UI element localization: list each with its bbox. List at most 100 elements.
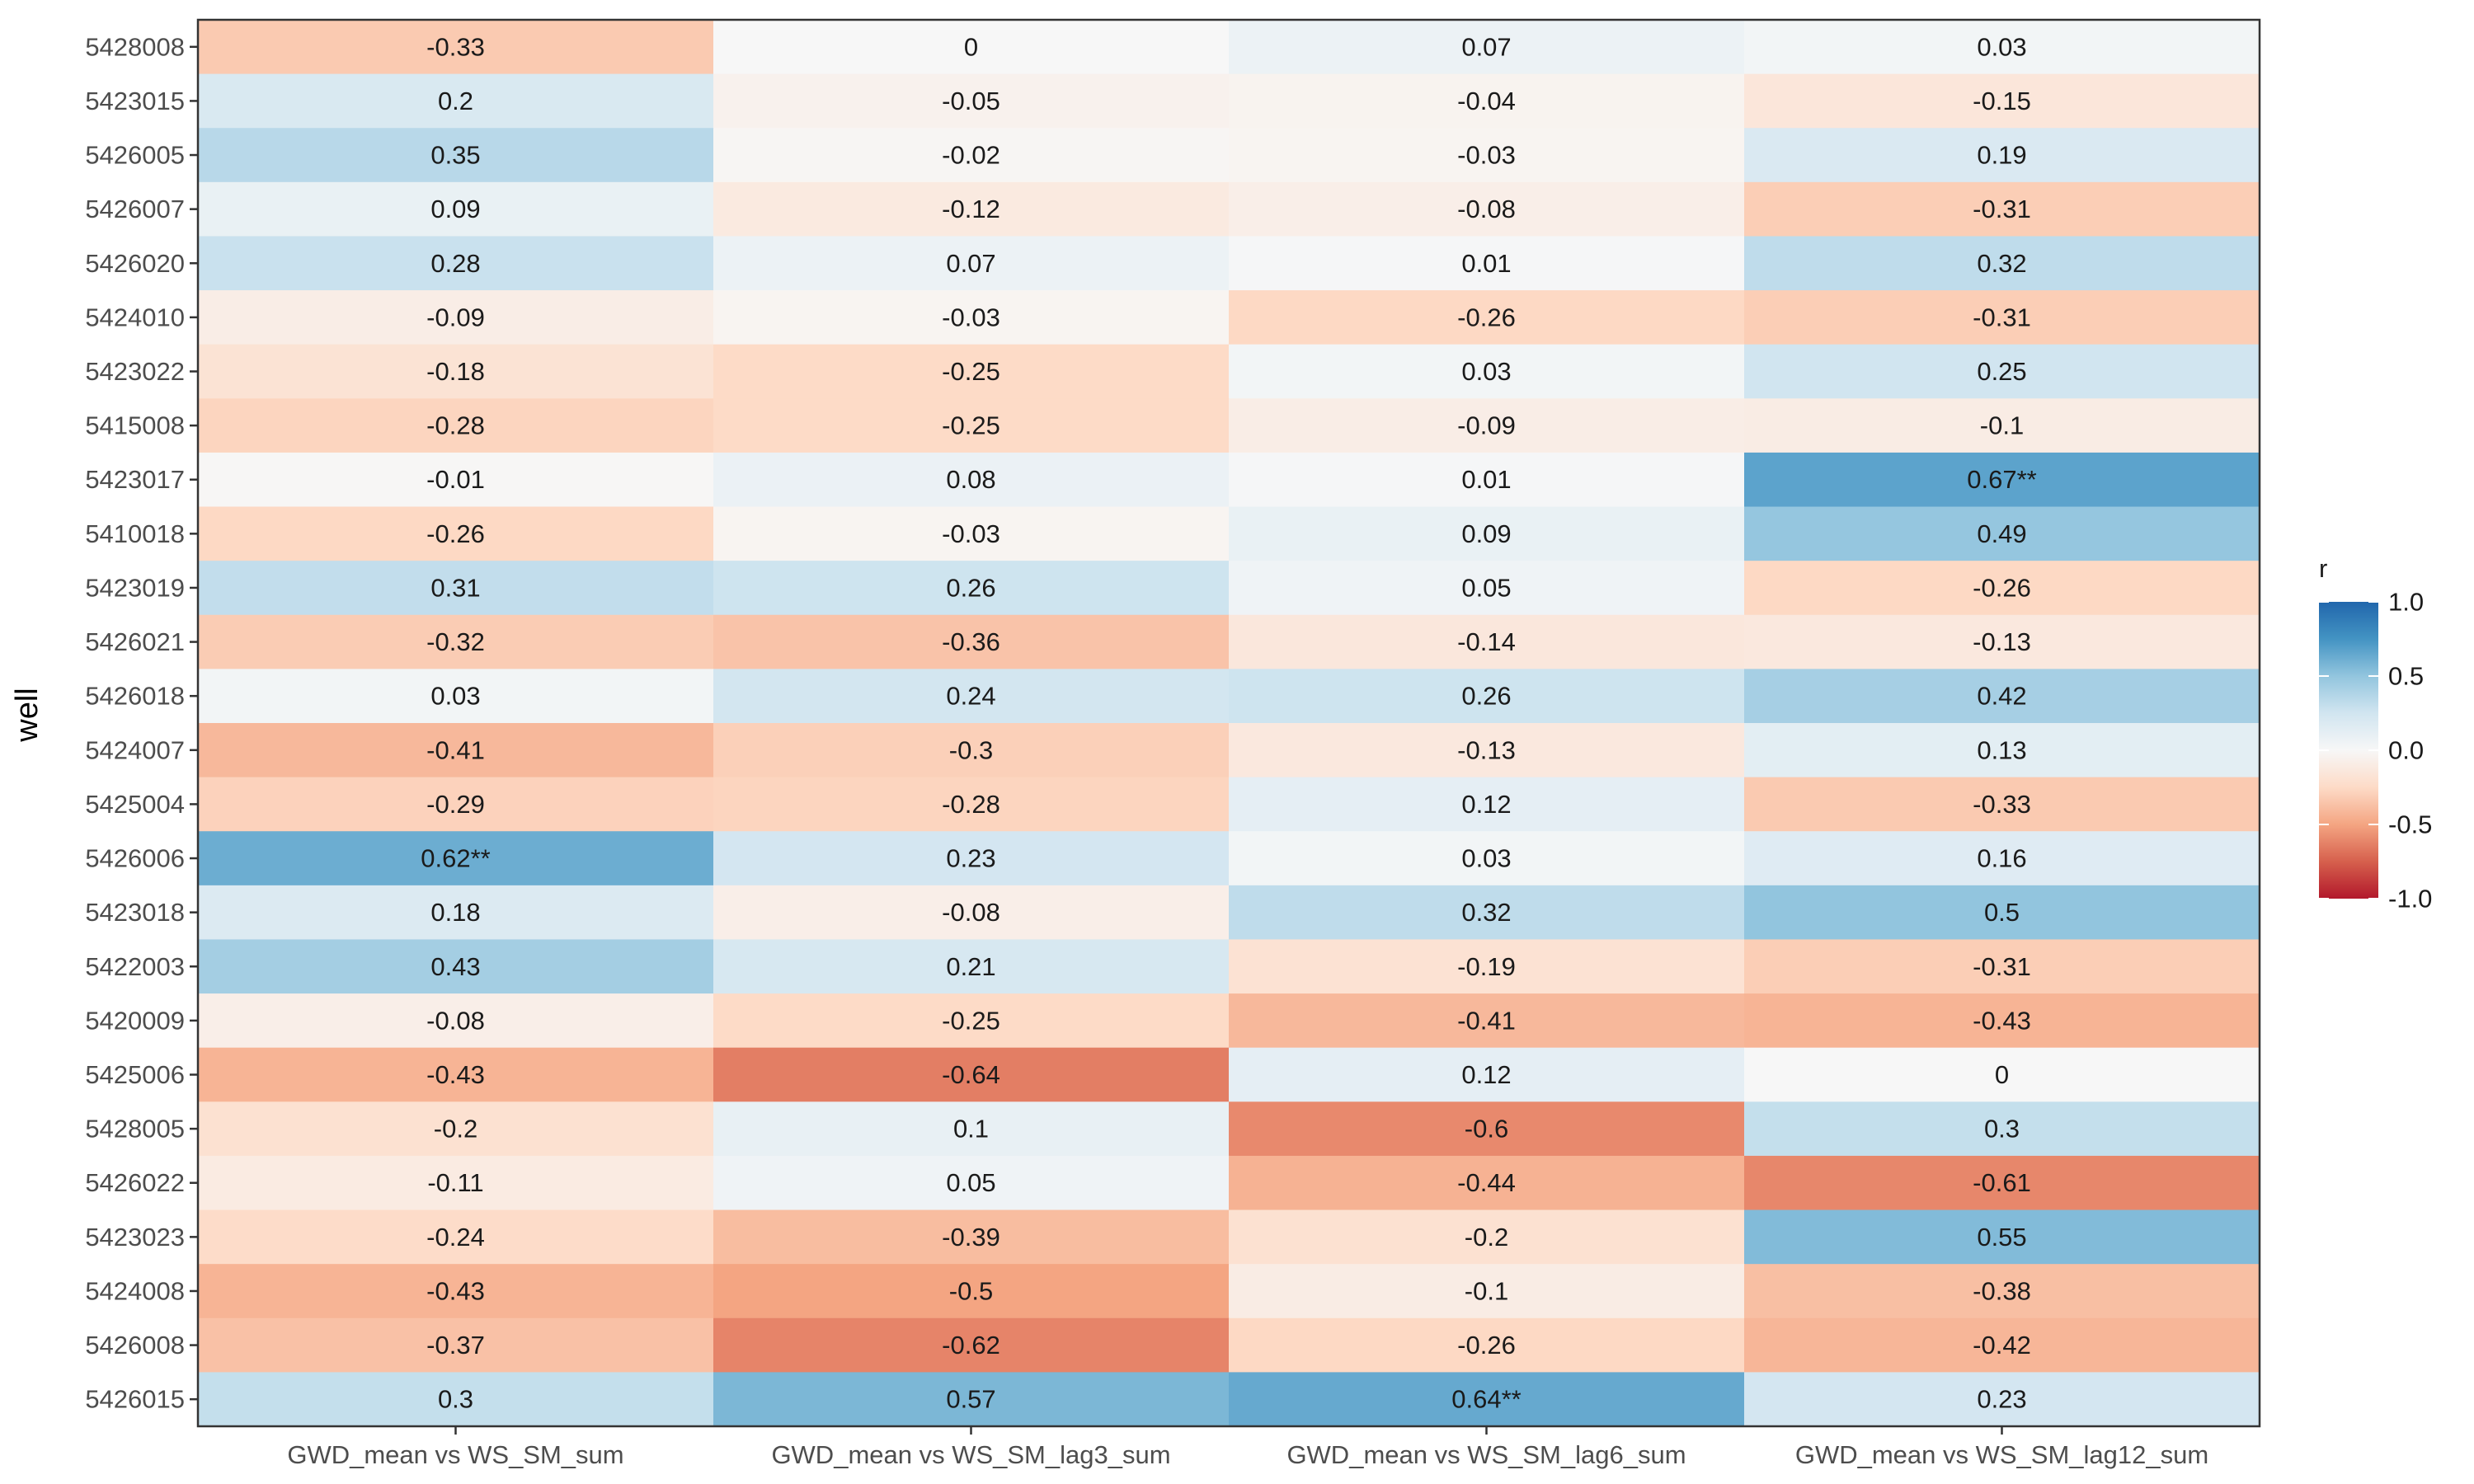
cell-value-label: 0.01 [1461,249,1511,278]
heatmap-cell [1229,344,1745,399]
y-tick-label: 5425004 [85,790,185,819]
heatmap-cell [198,1047,714,1102]
cell-value-label: 0.57 [946,1385,995,1414]
heatmap-cell [1744,73,2260,129]
heatmap-cell [198,723,714,778]
y-tick-label: 5423023 [85,1223,185,1252]
legend-ticks: 1.0 0.5 0.0 -0.5 -1.0 [2319,588,2432,913]
cell-value-label: 0.21 [946,952,995,981]
y-tick-label: 5425006 [85,1060,185,1089]
heatmap-cell [713,1047,1230,1102]
cell-value-label: -0.31 [1973,952,2031,981]
x-tick-label: GWD_mean vs WS_SM_lag3_sum [771,1440,1170,1469]
heatmap-cell [713,723,1230,778]
heatmap-cell [1744,939,2260,994]
cell-value-label: -0.12 [942,195,1000,223]
y-tick-label: 5422003 [85,952,185,981]
heatmap-cell [1744,398,2260,453]
cell-value-label: 0.03 [1461,357,1511,386]
cell-value-label: -0.11 [427,1168,483,1197]
heatmap-cell [1744,1101,2260,1157]
cell-value-label: -0.08 [1457,195,1516,223]
heatmap-cell [713,1209,1230,1265]
cell-value-label: -0.04 [1457,87,1516,115]
heatmap-cell [198,128,714,183]
heatmap-cell [198,344,714,399]
cell-value-label: -0.13 [1973,627,2031,656]
heatmap-cell [1744,20,2260,75]
heatmap-cell [198,398,714,453]
y-tick-label: 5428008 [85,32,185,61]
cell-value-label: 0.55 [1977,1223,2026,1252]
heatmap-cell [1229,1155,1745,1211]
heatmap-cell [1744,669,2260,724]
cell-value-label: -0.28 [426,411,485,440]
cell-value-label: -0.41 [1457,1006,1516,1035]
cell-value-label: -0.31 [1973,195,2031,223]
cell-value-label: -0.42 [1973,1331,2031,1360]
heatmap-cell [1744,1047,2260,1102]
heatmap-cell [1744,290,2260,345]
heatmap-cell [1229,1209,1745,1265]
cell-value-label: 0.1 [953,1115,989,1144]
cell-value-label: 0.05 [1461,573,1511,602]
heatmap-cell [198,939,714,994]
cell-value-label: 0.25 [1977,357,2026,386]
cell-value-label: -0.33 [426,32,485,61]
cell-value-label: 0.09 [1461,519,1511,548]
heatmap-cell [198,1209,714,1265]
y-tick-label: 5423018 [85,898,185,927]
cell-value-label: -0.25 [942,357,1000,386]
heatmap-cell [1744,1372,2260,1427]
cell-value-label: 0.64** [1451,1385,1521,1414]
heatmap-cell [198,290,714,345]
heatmap-cell [1229,1101,1745,1157]
cell-value-label: -0.26 [1457,303,1516,331]
heatmap-cell [713,1155,1230,1211]
cell-value-label: -0.25 [942,411,1000,440]
cell-value-label: 0.12 [1461,1060,1511,1089]
cell-value-label: 0.03 [1977,32,2026,61]
cell-value-label: -0.19 [1457,952,1516,981]
cell-value-label: -0.1 [1980,411,2024,440]
heatmap-cell [1744,831,2260,886]
cell-value-label: -0.26 [1973,573,2031,602]
legend-tick-label: 0.5 [2388,662,2424,691]
legend-tick-label: 0.0 [2388,736,2424,765]
cell-value-label: -0.6 [1465,1115,1508,1144]
cell-value-label: -0.26 [1457,1331,1516,1360]
cell-value-label: -0.33 [1973,790,2031,819]
cell-value-label: 0.08 [946,465,995,494]
heatmap-cell [1229,939,1745,994]
legend-tick-label: -1.0 [2388,885,2432,913]
heatmap-cell [713,398,1230,453]
cell-value-label: 0.43 [430,952,480,981]
cell-value-label: -0.09 [426,303,485,331]
legend-tick-label: 1.0 [2388,588,2424,617]
y-tick-label: 5428005 [85,1115,185,1144]
heatmap-cell [1744,1264,2260,1319]
cell-value-label: -0.14 [1457,627,1516,656]
cell-value-label: -0.08 [942,898,1000,927]
cell-value-label: -0.44 [1457,1168,1516,1197]
heatmap-cell [198,1264,714,1319]
heatmap-cell [198,506,714,561]
heatmap-cell [1744,452,2260,508]
cell-value-label: -0.03 [942,519,1000,548]
heatmap-cell [1744,993,2260,1049]
heatmap-cell [198,1317,714,1373]
cell-value-label: -0.26 [426,519,485,548]
heatmap-cell [198,452,714,508]
cell-value-label: -0.31 [1973,303,2031,331]
heatmap-cell [713,993,1230,1049]
cell-value-label: -0.64 [942,1060,1000,1089]
cell-value-label: 0.5 [1984,898,2020,927]
heatmap-cell [713,1372,1230,1427]
cell-value-label: -0.36 [942,627,1000,656]
cell-value-label: -0.08 [426,1006,485,1035]
cell-value-label: -0.41 [426,735,485,764]
heatmap-cell [1229,452,1745,508]
cell-value-label: 0.67** [1967,465,2036,494]
cell-value-label: -0.37 [426,1331,485,1360]
cell-value-label: 0.62** [421,844,490,873]
